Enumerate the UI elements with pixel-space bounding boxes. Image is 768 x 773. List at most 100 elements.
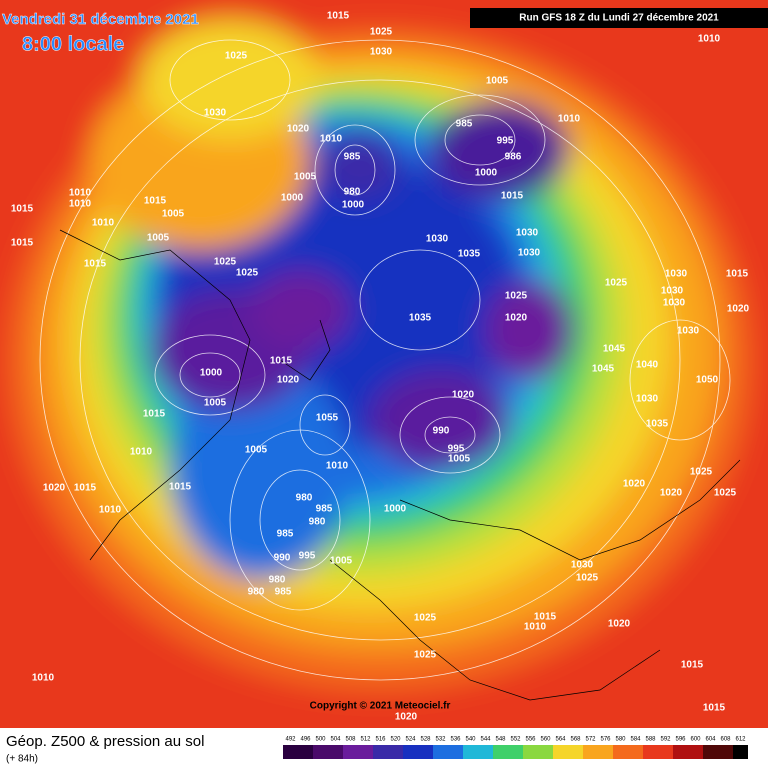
scale-swatch [508,745,523,759]
isobar-label: 1000 [384,504,407,515]
isobar-label: 1005 [204,398,227,409]
isobar-label: 995 [448,444,465,455]
scale-label: 492 [285,737,296,743]
scale-swatch [643,745,658,759]
isobar-label: 995 [497,136,514,147]
isobar-label: 985 [316,504,333,515]
scale-swatch [418,745,433,759]
isobar-label: 1025 [714,488,737,499]
isobar-label: 1005 [294,172,317,183]
copyright: Copyright © 2021 Meteociel.fr [310,701,451,712]
scale-swatch [478,745,493,759]
scale-label: 532 [435,737,446,743]
isobar-label: 980 [269,575,286,586]
isobar-label: 1010 [320,134,343,145]
isobar-label: 1005 [448,454,471,465]
scale-label: 548 [495,737,506,743]
isobar-label: 1010 [130,447,153,458]
isobar-labels: 1015 1025 1030 1025 1030 1010 1005 985 995 1010 98… [11,11,750,723]
isobar-label: 1020 [727,304,750,315]
isobar-label: 1005 [486,76,509,87]
isobar-label: 1015 [84,259,107,270]
isobar-label: 986 [505,152,522,163]
isobar-label: 985 [456,119,473,130]
date: Vendredi 31 décembre 2021 [2,11,199,28]
isobar-label: 1020 [608,619,631,630]
run-box [470,8,768,28]
scale-label: 540 [465,737,476,743]
scale-swatch [658,745,673,759]
isobar-label: 1025 [414,613,437,624]
scale-label: 612 [735,737,746,743]
isobar-label: 1025 [690,467,713,478]
isobar-label: 1010 [326,461,349,472]
isobar-label: 1010 [698,34,721,45]
scale-label: 576 [600,737,611,743]
scale-swatch [463,745,478,759]
isobar-label: 1015 [327,11,350,22]
scale-label: 572 [585,737,596,743]
scale-label: 608 [720,737,731,743]
isobar-label: 1000 [475,168,498,179]
isobar-label: 990 [274,553,291,564]
scale-label: 512 [360,737,371,743]
isobar-label: 1030 [661,286,684,297]
isobar-label: 1020 [43,483,66,494]
isobar-label: 1005 [147,233,170,244]
isobar-label: 1025 [370,27,393,38]
scale-label: 600 [690,737,701,743]
scale-label: 528 [420,737,431,743]
isobar-label: 1000 [200,368,223,379]
scale-label: 592 [660,737,671,743]
isobar-label: 995 [299,551,316,562]
scale-label: 516 [375,737,386,743]
coastlines [59,229,741,701]
isobar-label: 1030 [370,47,393,58]
isobar-label: 1030 [636,394,659,405]
isobar-label: 1015 [270,356,293,367]
isobars [39,39,731,681]
scale-label: 504 [330,737,341,743]
isobar-label: 1040 [636,360,659,371]
scale-label: 596 [675,737,686,743]
isobar-label: 1025 [576,573,599,584]
scale-label: 524 [405,737,416,743]
isobar-label: 980 [248,587,265,598]
scale-swatch [403,745,418,759]
scale-swatch [733,745,748,759]
scale-swatch [343,745,358,759]
scale-swatch [448,745,463,759]
scale-label: 560 [540,737,551,743]
scale-label: 564 [555,737,566,743]
isobar-label: 1015 [11,204,34,215]
isobar-label: 1015 [143,409,166,420]
isobar-label: 1015 [501,191,524,202]
isobar-label: 1030 [204,108,227,119]
scale-label: 496 [300,737,311,743]
run-text: Run GFS 18 Z du Lundi 27 décembre 2021 [519,13,719,24]
isobar-label: 1005 [330,556,353,567]
isobar-label: 1035 [409,313,432,324]
isobar-label: 985 [275,587,292,598]
scale-label: 508 [345,737,356,743]
scale-label: 588 [645,737,656,743]
scale-swatch [718,745,733,759]
isobar-label: 985 [277,529,294,540]
isobar-label: 1030 [516,228,539,239]
isobar-label: 1010 [558,114,581,125]
isobar-label: 1020 [660,488,683,499]
isobar-label: 1020 [287,124,310,135]
isobar-label: 1005 [162,209,185,220]
isobar-label: 1025 [505,291,528,302]
isobar-label: 1010 [69,188,92,199]
isobar-label: 1025 [414,650,437,661]
scale-swatch [358,745,373,759]
footer-lead: (+ 84h) [6,754,38,765]
isobar-label: 1055 [316,413,339,424]
isobar-label: 1005 [245,445,268,456]
isobar-label: 1020 [277,375,300,386]
isobar-label: 1010 [32,673,55,684]
